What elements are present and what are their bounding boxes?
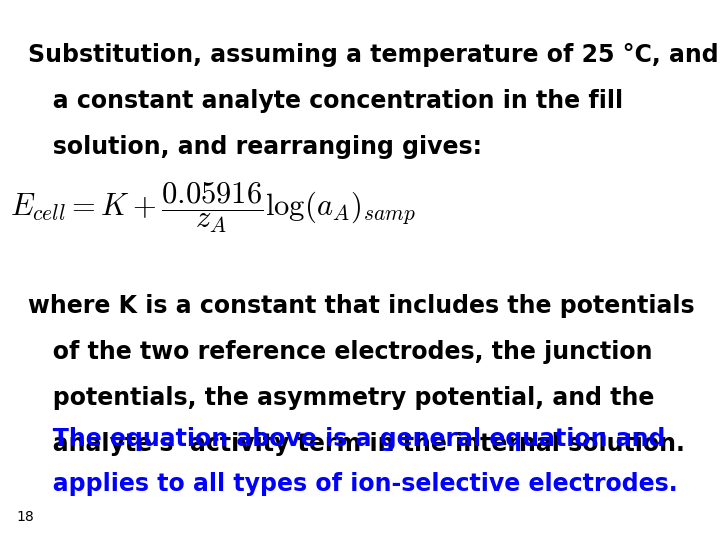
Text: potentials, the asymmetry potential, and the: potentials, the asymmetry potential, and…	[28, 386, 654, 410]
Text: Substitution, assuming a temperature of 25 °C, and: Substitution, assuming a temperature of …	[28, 43, 719, 67]
Text: The equation above is a general equation and: The equation above is a general equation…	[28, 427, 665, 450]
Text: solution, and rearranging gives:: solution, and rearranging gives:	[28, 135, 482, 159]
Text: analyte's  activity term in the internal solution.: analyte's activity term in the internal …	[28, 432, 685, 456]
Text: a constant analyte concentration in the fill: a constant analyte concentration in the …	[28, 89, 623, 113]
Text: applies to all types of ion-selective electrodes.: applies to all types of ion-selective el…	[28, 472, 678, 496]
Text: where K is a constant that includes the potentials: where K is a constant that includes the …	[28, 294, 695, 318]
Text: 18: 18	[17, 510, 35, 524]
Text: $E_{cell} = K + \dfrac{0.05916}{z_A}\log(a_A)_{samp}$: $E_{cell} = K + \dfrac{0.05916}{z_A}\log…	[9, 180, 415, 235]
Text: of the two reference electrodes, the junction: of the two reference electrodes, the jun…	[28, 340, 652, 364]
